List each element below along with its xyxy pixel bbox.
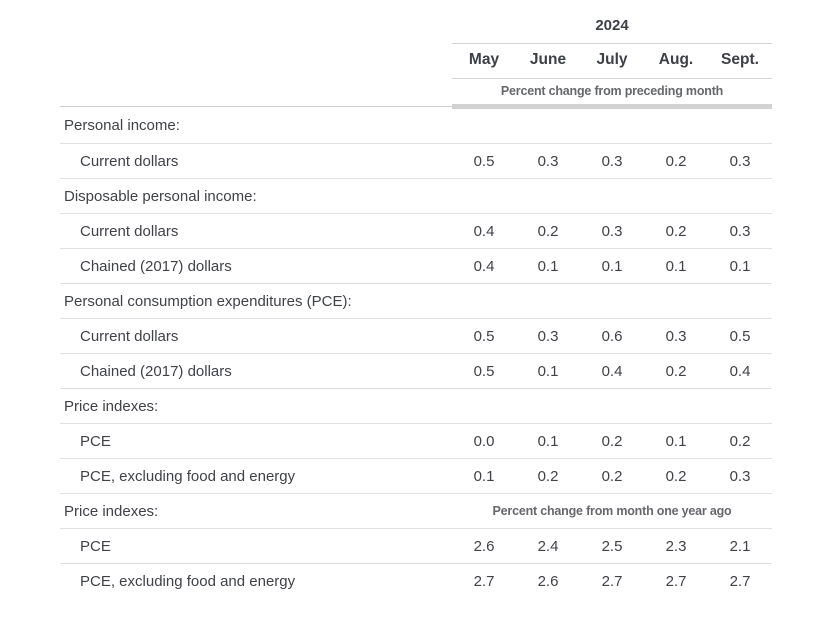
row-label: Chained (2017) dollars [60,353,452,389]
month-header-july: July [580,43,644,79]
value-cell: 0.3 [516,318,580,354]
table-row: PCE, excluding food and energy 2.7 2.6 2.7 2… [60,564,772,599]
empty-value-cells [452,178,773,214]
value-cell: 0.1 [644,423,708,459]
value-cell: 2.4 [516,528,580,564]
value-cell: 0.3 [708,143,773,179]
row-label: Price indexes: [60,388,452,424]
value-cell: 0.2 [516,213,580,249]
table-row: Chained (2017) dollars 0.4 0.1 0.1 0.1 0.1 [60,248,773,284]
month-header-may: May [452,43,516,79]
empty-corner-cell [60,78,452,107]
income-outlays-table: 2024 May June July Aug. Sept. Percent ch… [60,10,773,599]
row-label: Current dollars [60,143,452,179]
value-cell: 0.1 [516,353,580,389]
table-row: Personal consumption expenditures (PCE): [60,283,773,319]
month-header-aug: Aug. [644,43,708,79]
value-cell: 2.7 [729,572,751,590]
month-header-row: May June July Aug. Sept. [60,43,773,79]
value-cell: 2.7 [665,572,687,590]
value-cell: 0.5 [452,143,516,179]
month-header-sept: Sept. [708,43,773,79]
value-cell: 0.4 [452,213,516,249]
value-cell: 0.2 [580,423,644,459]
row-label: Current dollars [60,318,452,354]
table-row: Current dollars 0.5 0.3 0.6 0.3 0.5 [60,318,773,354]
empty-value-cells [452,106,773,144]
value-cell: 0.3 [644,318,708,354]
value-cell: 2.6 [452,528,516,564]
table-row: Chained (2017) dollars 0.5 0.1 0.4 0.2 0.4 [60,353,773,389]
value-cell: 0.3 [708,213,773,249]
value-cell: 0.1 [516,248,580,284]
table-row: Current dollars 0.4 0.2 0.3 0.2 0.3 [60,213,773,249]
value-cell: 0.3 [580,213,644,249]
value-cell: 0.0 [452,423,516,459]
table-row: Disposable personal income: [60,178,773,214]
value-cell: 0.2 [580,458,644,494]
table-row: PCE 0.0 0.1 0.2 0.1 0.2 [60,423,773,459]
value-cell: 0.2 [708,423,773,459]
table-row: Current dollars 0.5 0.3 0.3 0.2 0.3 [60,143,773,179]
row-label: PCE, excluding food and energy [80,572,296,590]
table-header: 2024 May June July Aug. Sept. Percent ch… [60,10,773,109]
unit-note-row: Percent change from preceding month [60,78,773,109]
value-cell: 0.2 [516,458,580,494]
row-label: Personal consumption expenditures (PCE): [60,283,452,319]
value-cell: 0.1 [580,248,644,284]
value-cell: 0.5 [452,318,516,354]
value-cell: 0.5 [708,318,773,354]
value-cell: 0.4 [452,248,516,284]
table-row: PCE, excluding food and energy 0.1 0.2 0.2 0… [60,458,773,494]
value-cell: 0.2 [644,353,708,389]
value-cell: 0.3 [708,458,773,494]
value-cell: 0.6 [580,318,644,354]
row-label: Personal income: [60,106,452,144]
row-label: PCE [60,423,452,459]
row-label: PCE, excluding food and energy [60,458,452,494]
value-cell: 0.1 [644,248,708,284]
value-cell: 0.2 [644,213,708,249]
empty-value-cells [452,283,773,319]
row-label: PCE [60,528,452,564]
value-cell: 0.4 [708,353,773,389]
year-header: 2024 [452,10,773,44]
value-cell: 0.2 [644,143,708,179]
value-cell: 2.3 [644,528,708,564]
value-cell: 2.6 [537,572,559,590]
value-cell: 0.1 [452,458,516,494]
table-row: PCE 2.6 2.4 2.5 2.3 2.1 [60,528,773,564]
value-cell: 2.7 [601,572,623,590]
empty-corner-cell [60,44,452,79]
row-label: Price indexes: [60,493,452,529]
value-cell: 0.3 [516,143,580,179]
year-header-row: 2024 [60,10,773,44]
row-label: Chained (2017) dollars [60,248,452,284]
table-row: Price indexes: [60,388,773,424]
value-cell: 2.5 [580,528,644,564]
row-label: Current dollars [60,213,452,249]
table-row: Personal income: [60,106,773,144]
value-cell: 0.3 [580,143,644,179]
row-unit-note: Percent change from month one year ago [452,493,773,529]
table-row: Price indexes: Percent change from month … [60,493,773,529]
value-cell: 2.7 [473,572,495,590]
row-label: Disposable personal income: [60,178,452,214]
value-cell: 0.5 [452,353,516,389]
value-cell: 2.1 [708,528,773,564]
unit-note: Percent change from preceding month [452,78,773,109]
value-cell: 0.4 [580,353,644,389]
value-cell: 0.1 [516,423,580,459]
month-header-june: June [516,43,580,79]
empty-value-cells [452,388,773,424]
value-cell: 0.1 [708,248,773,284]
value-cell: 0.2 [644,458,708,494]
table-body: Personal income: Current dollars 0.5 0.3 0.3… [60,106,773,599]
empty-corner-cell [60,10,452,44]
